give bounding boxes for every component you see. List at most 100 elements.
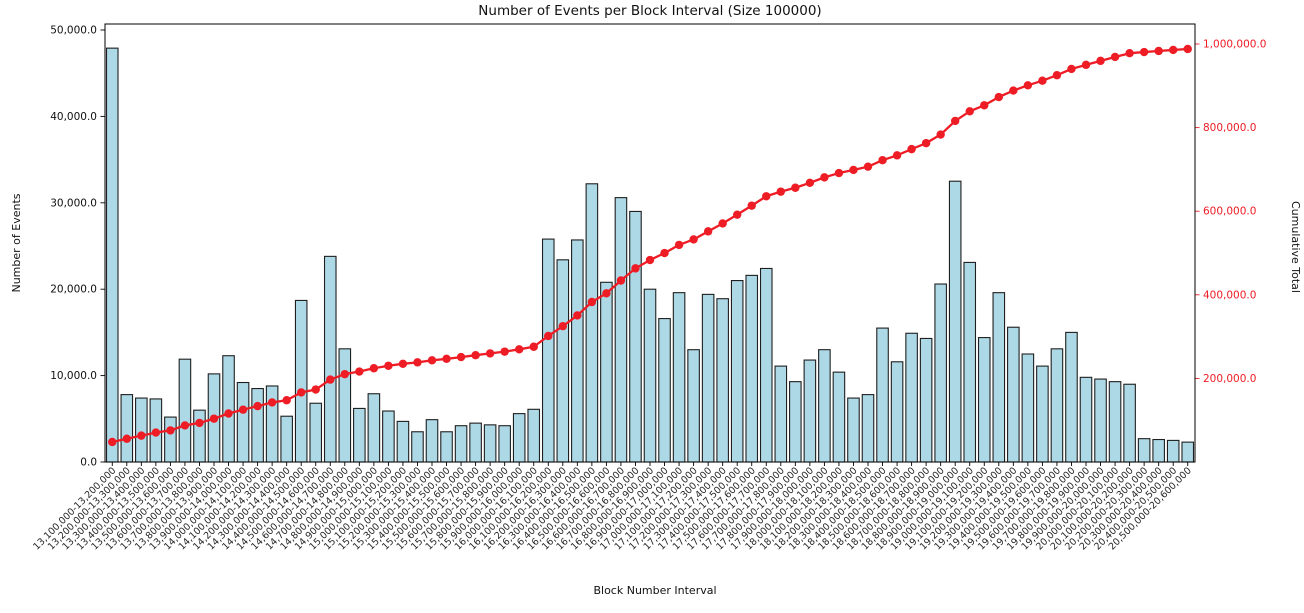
cumulative-point: [718, 219, 727, 228]
bar: [672, 292, 686, 463]
cumulative-point: [674, 240, 684, 250]
bar: [135, 397, 148, 463]
cumulative-point: [355, 367, 364, 376]
cumulative-point: [326, 375, 335, 384]
y-axis-label-right: Cumulative Total: [1289, 201, 1302, 293]
bar: [556, 259, 570, 463]
bar: [730, 280, 744, 463]
cumulative-point: [747, 201, 756, 210]
bar: [905, 332, 918, 463]
cumulative-point: [297, 388, 306, 397]
bar: [527, 408, 541, 463]
cumulative-point: [500, 347, 509, 356]
cumulative-point: [820, 173, 829, 182]
bar: [265, 385, 279, 463]
y-left-tick-label: 50,000.0: [50, 25, 97, 37]
bar: [1108, 381, 1122, 463]
bar: [890, 361, 904, 463]
cumulative-point: [834, 168, 844, 178]
cumulative-point: [369, 364, 379, 373]
cumulative-point: [137, 431, 146, 440]
bar: [948, 180, 962, 463]
bar: [643, 288, 657, 463]
plot-border: [104, 23, 1196, 463]
cumulative-point: [805, 178, 815, 188]
bar: [1166, 439, 1180, 463]
bar: [338, 348, 352, 463]
cumulative-point: [180, 421, 190, 430]
cumulative-point: [994, 92, 1003, 102]
bar: [876, 327, 889, 463]
bar: [483, 424, 497, 463]
bar: [585, 183, 599, 463]
cumulative-point: [529, 342, 538, 351]
bar: [803, 359, 817, 463]
cumulative-point: [1154, 46, 1163, 56]
bar: [512, 413, 526, 463]
cumulative-point: [108, 437, 117, 447]
bar: [818, 349, 831, 463]
cumulative-point: [195, 418, 204, 428]
cumulative-point: [1081, 60, 1091, 70]
bar: [498, 425, 511, 463]
cumulative-point: [253, 401, 262, 411]
cumulative-point: [602, 289, 611, 298]
y-left-tick-label: 10,000.0: [50, 370, 97, 382]
cumulative-point: [485, 349, 495, 358]
cumulative-point: [936, 130, 945, 139]
bar: [963, 261, 977, 463]
bar: [789, 381, 802, 463]
cumulative-point: [587, 297, 597, 307]
cumulative-point: [544, 331, 553, 341]
cumulative-point: [791, 183, 800, 192]
cumulative-point: [892, 151, 902, 160]
y-right-tick-label: 1,000,000.0: [1203, 39, 1266, 51]
y-right-tick-label: 200,000.0: [1203, 373, 1256, 385]
bar: [105, 47, 119, 463]
bar: [919, 337, 933, 463]
cumulative-point: [1096, 56, 1105, 66]
cumulative-point: [645, 255, 655, 265]
y-right-tick-label: 800,000.0: [1203, 122, 1256, 134]
bar: [251, 388, 264, 463]
cumulative-point: [224, 409, 233, 418]
bar: [411, 431, 424, 463]
cumulative-point: [616, 276, 626, 285]
bar: [396, 420, 410, 463]
bar: [600, 281, 613, 463]
bar: [454, 425, 468, 463]
cumulative-point: [689, 235, 698, 244]
x-axis-label: Block Number Interval: [593, 584, 716, 597]
y-left-tick-label: 30,000.0: [50, 197, 97, 209]
bar: [629, 210, 642, 463]
y-left-tick-label: 20,000.0: [50, 284, 97, 296]
bar: [222, 355, 235, 463]
bar: [832, 371, 846, 463]
bar: [934, 283, 947, 463]
cumulative-point: [456, 352, 466, 362]
bar: [353, 407, 366, 463]
cumulative-point: [1052, 71, 1062, 80]
cumulative-point: [471, 351, 480, 360]
cumulative-point: [558, 321, 567, 331]
ticks-group: 13,100,000-13,200,00013,200,000-13,300,0…: [31, 25, 1266, 553]
bar: [1021, 353, 1035, 463]
cumulative-point: [209, 414, 219, 423]
cumulative-point: [951, 116, 960, 126]
bar: [745, 274, 759, 463]
bar: [992, 292, 1006, 463]
bar: [1079, 376, 1093, 463]
cumulative-point: [340, 369, 349, 379]
cumulative-point: [907, 144, 916, 154]
bar: [309, 402, 323, 463]
bar: [774, 365, 788, 463]
bar: [847, 397, 860, 463]
bar: [614, 197, 628, 463]
bar: [716, 298, 729, 463]
bar: [367, 393, 381, 463]
cumulative-point: [660, 248, 669, 258]
cumulative-point: [863, 162, 873, 171]
cumulative-point: [427, 356, 437, 365]
y-left-tick-label: 0.0: [80, 457, 97, 469]
